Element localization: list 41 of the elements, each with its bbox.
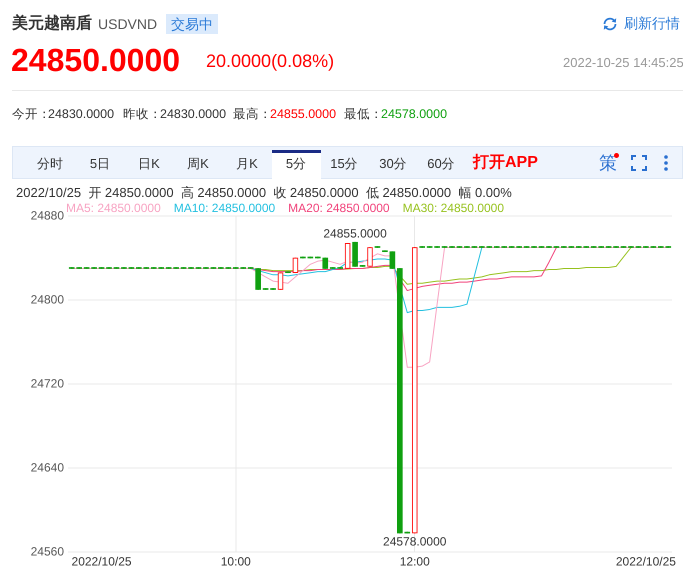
text: 最高：: [233, 106, 272, 122]
y-tick-label: 24880: [30, 208, 64, 222]
text: 60分: [427, 156, 455, 172]
chart-title: 美元越南盾: [12, 14, 92, 34]
text: 月K: [236, 156, 258, 172]
text: 日K: [138, 156, 160, 172]
text: 5日: [90, 156, 110, 172]
annotation: 24855.0000: [323, 226, 388, 241]
text: 2022/10/25 开 24850.0000 高 24850.0000 收 24850.0000 低 24850.0000 幅 0.00%: [16, 185, 512, 201]
y-tick-label: 24640: [30, 460, 64, 474]
chart-subtitle: USDVND: [98, 15, 158, 33]
text: 2022-10-25 14:45:25: [563, 55, 683, 71]
x-tick-label: 12:00: [400, 554, 430, 569]
y-tick-label: 24560: [30, 544, 64, 558]
text: 5分: [286, 156, 306, 172]
text: 刷新行情: [624, 14, 680, 33]
text: 策: [599, 152, 617, 174]
text: MA10: 24850.0000: [174, 201, 276, 215]
text: 24855.0000: [270, 106, 336, 122]
x-tick-label: 2022/10/25: [72, 554, 132, 569]
text: 最低：: [344, 106, 383, 122]
text: 周K: [187, 156, 209, 172]
text: 24830.0000: [160, 106, 226, 122]
text: MA20: 24850.0000: [288, 201, 390, 215]
text: 打开APP: [473, 153, 538, 173]
text: 24578.0000: [381, 106, 448, 122]
text: 24830.0000: [48, 106, 114, 122]
text: MA5: 24850.0000: [66, 201, 161, 215]
x-tick-label: 2022/10/25: [616, 554, 676, 569]
text: 15分: [330, 156, 358, 172]
y-tick-label: 24800: [30, 292, 64, 306]
text: 24850.0000: [11, 42, 180, 78]
x-tick-label: 10:00: [220, 554, 252, 569]
annotation: 24578.0000: [383, 534, 447, 548]
text: 交易中: [171, 15, 213, 34]
text: MA30: 24850.0000: [402, 201, 504, 215]
text: 20.0000(0.08%): [206, 50, 334, 72]
text: 分时: [37, 156, 63, 172]
text: 昨收：: [123, 106, 162, 122]
text: 30分: [379, 156, 407, 172]
y-tick-label: 24720: [30, 376, 64, 390]
